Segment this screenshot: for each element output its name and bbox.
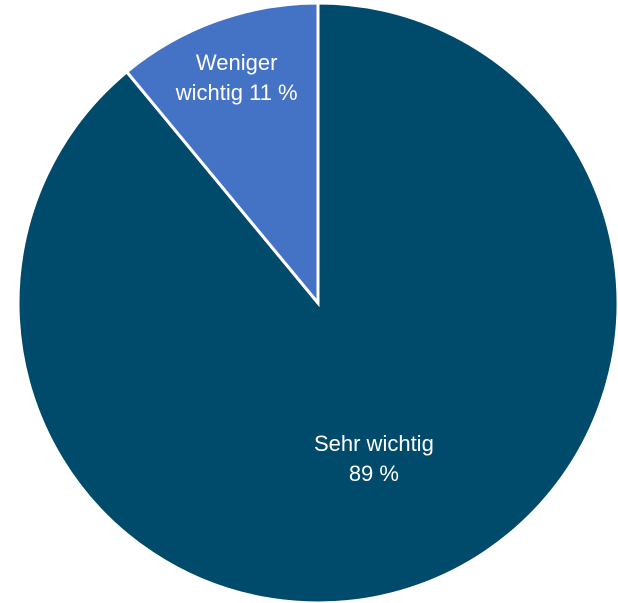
slice-label-line: wichtig 11 %: [175, 80, 298, 105]
slice-label-line: Sehr wichtig: [314, 431, 434, 456]
pie-slice-weniger-wichtig: [124, 1, 320, 308]
labels-layer: Sehr wichtig 89 % Weniger wichtig 11 %: [175, 50, 434, 486]
slices-layer: [16, 1, 618, 603]
slice-label-sehr-wichtig: Sehr wichtig 89 %: [314, 431, 434, 486]
slice-label-line: 89 %: [349, 461, 399, 486]
slice-label-weniger-wichtig: Weniger wichtig 11 %: [175, 50, 298, 105]
slice-label-line: Weniger: [196, 50, 278, 75]
